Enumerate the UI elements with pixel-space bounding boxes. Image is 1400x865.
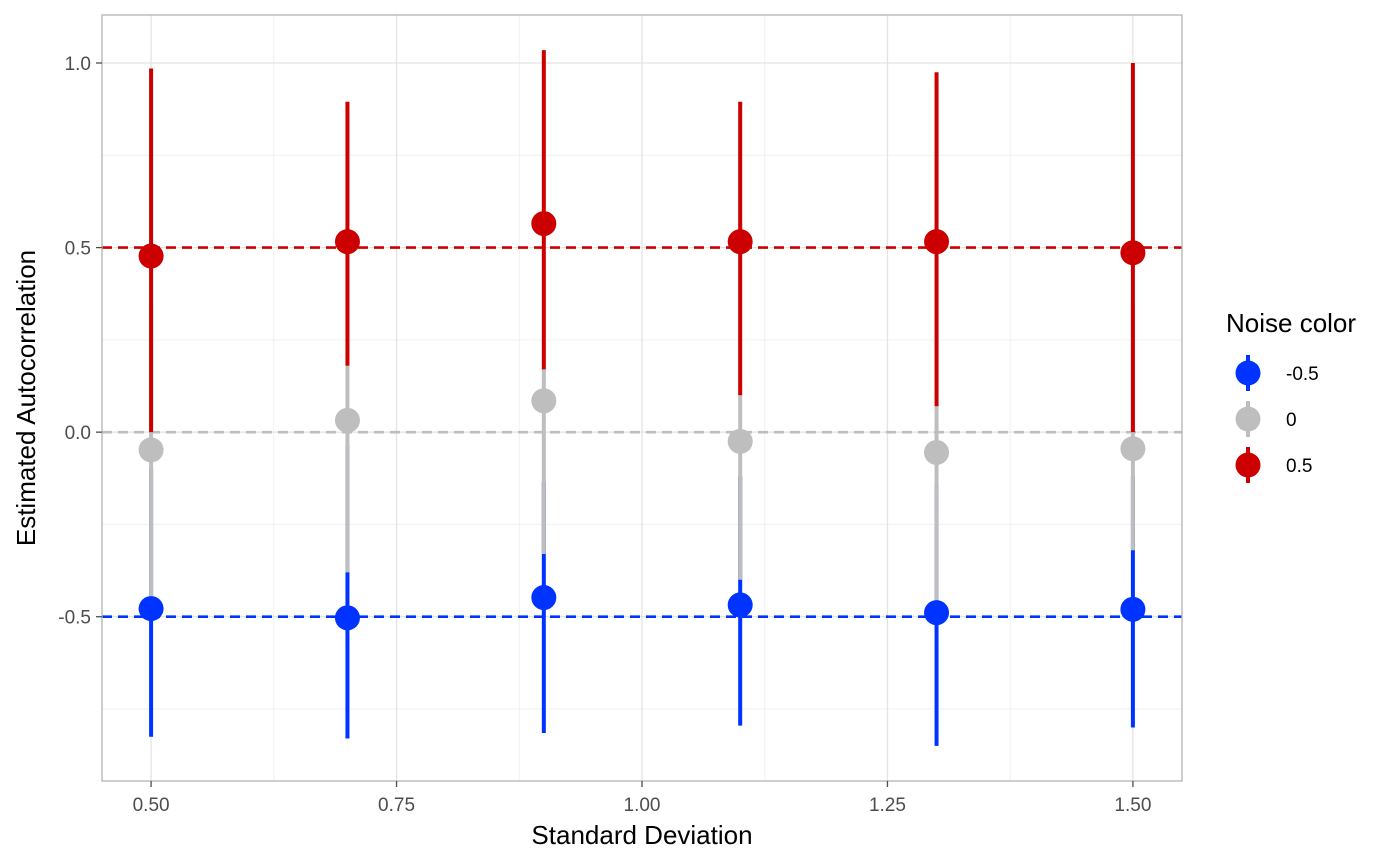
legend-keys: -0.5 0 0.5 — [1235, 355, 1319, 483]
point-0 — [924, 439, 950, 465]
point-0.5 — [1120, 240, 1146, 266]
point--0.5 — [531, 585, 557, 611]
point-0.5 — [924, 229, 950, 255]
point-0.5 — [727, 229, 753, 255]
y-tick-label: 1.0 — [65, 54, 91, 75]
legend-label-0: 0 — [1286, 410, 1297, 431]
legend-key-point-0 — [1235, 406, 1261, 432]
x-tick-label: 0.75 — [378, 795, 415, 816]
x-tick-label: 1.25 — [869, 795, 906, 816]
axis-tick-labels: 0.50 0.75 1.00 1.25 1.50 -0.5 0.0 0.5 1.0 — [58, 54, 1151, 816]
axis-ticks — [96, 62, 1134, 787]
point-0.5 — [531, 211, 557, 237]
y-tick-label: 0.5 — [65, 239, 91, 260]
reference-lines — [102, 246, 1182, 619]
x-axis-title: Standard Deviation — [531, 820, 752, 850]
data-marks — [138, 50, 1146, 746]
legend-key-point-0.5 — [1235, 452, 1261, 478]
point-0 — [727, 428, 753, 454]
point-0.5 — [334, 229, 360, 255]
point-0 — [531, 388, 557, 414]
point--0.5 — [1120, 596, 1146, 622]
point-0 — [334, 407, 360, 433]
legend-label--0.5: -0.5 — [1286, 364, 1319, 385]
point--0.5 — [334, 605, 360, 631]
y-tick-label: 0.0 — [65, 423, 91, 444]
y-tick-label: -0.5 — [58, 608, 91, 629]
point-0.5 — [138, 243, 164, 269]
legend-label-0.5: 0.5 — [1286, 456, 1312, 477]
legend-title: Noise color — [1226, 308, 1356, 338]
point-0 — [1120, 436, 1146, 462]
x-tick-label: 0.50 — [133, 795, 170, 816]
point--0.5 — [727, 592, 753, 618]
point--0.5 — [924, 600, 950, 626]
x-tick-label: 1.50 — [1114, 795, 1151, 816]
point--0.5 — [138, 596, 164, 622]
point-0 — [138, 437, 164, 463]
legend-key-point--0.5 — [1235, 360, 1261, 386]
legend: Noise color -0.5 0 0.5 — [1226, 308, 1356, 483]
x-tick-label: 1.00 — [624, 795, 661, 816]
grid-major — [102, 15, 1182, 781]
y-axis-title: Estimated Autocorrelation — [11, 250, 41, 546]
